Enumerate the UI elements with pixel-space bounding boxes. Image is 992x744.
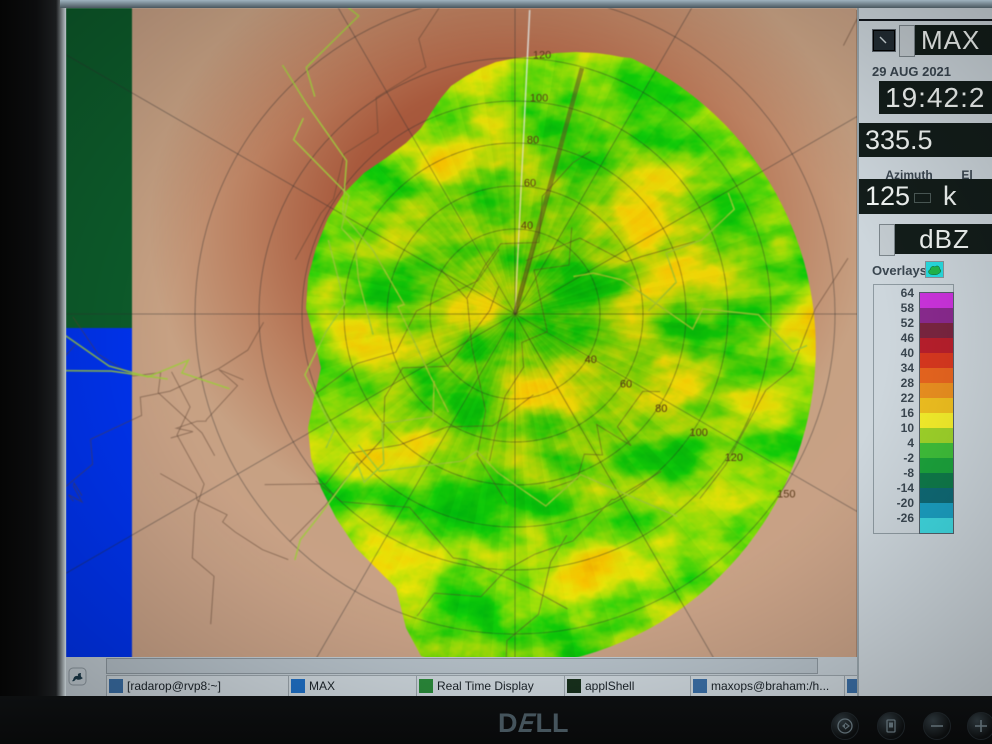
svg-text:100: 100 [690,427,708,439]
svg-text:120: 120 [533,50,551,62]
svg-text:40: 40 [585,354,597,366]
svg-text:150: 150 [777,489,795,501]
svg-text:60: 60 [524,177,536,189]
svg-text:80: 80 [655,403,667,415]
svg-text:100: 100 [530,93,548,105]
svg-text:80: 80 [527,134,539,146]
svg-text:60: 60 [620,378,632,390]
svg-text:40: 40 [521,220,533,232]
